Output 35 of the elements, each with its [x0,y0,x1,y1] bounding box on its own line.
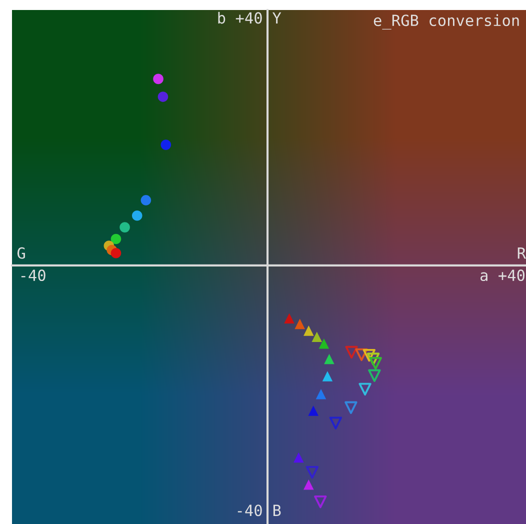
point [368,369,381,382]
y-tick-label: b +40 [218,12,262,24]
x-tick-label: a +40 [480,270,525,282]
annotation: Y [272,12,282,24]
annotation: R [518,247,526,259]
point [329,416,342,430]
annotation: B [273,504,281,516]
point [153,74,164,84]
point [362,348,376,362]
point [294,452,304,463]
point [355,348,368,362]
point [160,140,172,150]
point [344,401,358,414]
point [324,354,334,364]
point [314,495,327,508]
point [120,222,130,232]
point [312,332,322,342]
point [366,352,380,366]
point [345,346,358,359]
point [284,313,294,324]
point [306,466,319,479]
point [294,318,305,330]
point [132,210,142,221]
point [304,479,314,490]
point [318,338,330,349]
point [308,406,318,416]
point [369,356,382,370]
chart-title: e_RGB conversion [374,14,519,30]
point [110,234,122,244]
point [158,92,168,102]
point [358,382,372,396]
point [322,371,333,382]
point [304,326,314,336]
annotation: G [17,247,25,259]
point [110,248,122,258]
